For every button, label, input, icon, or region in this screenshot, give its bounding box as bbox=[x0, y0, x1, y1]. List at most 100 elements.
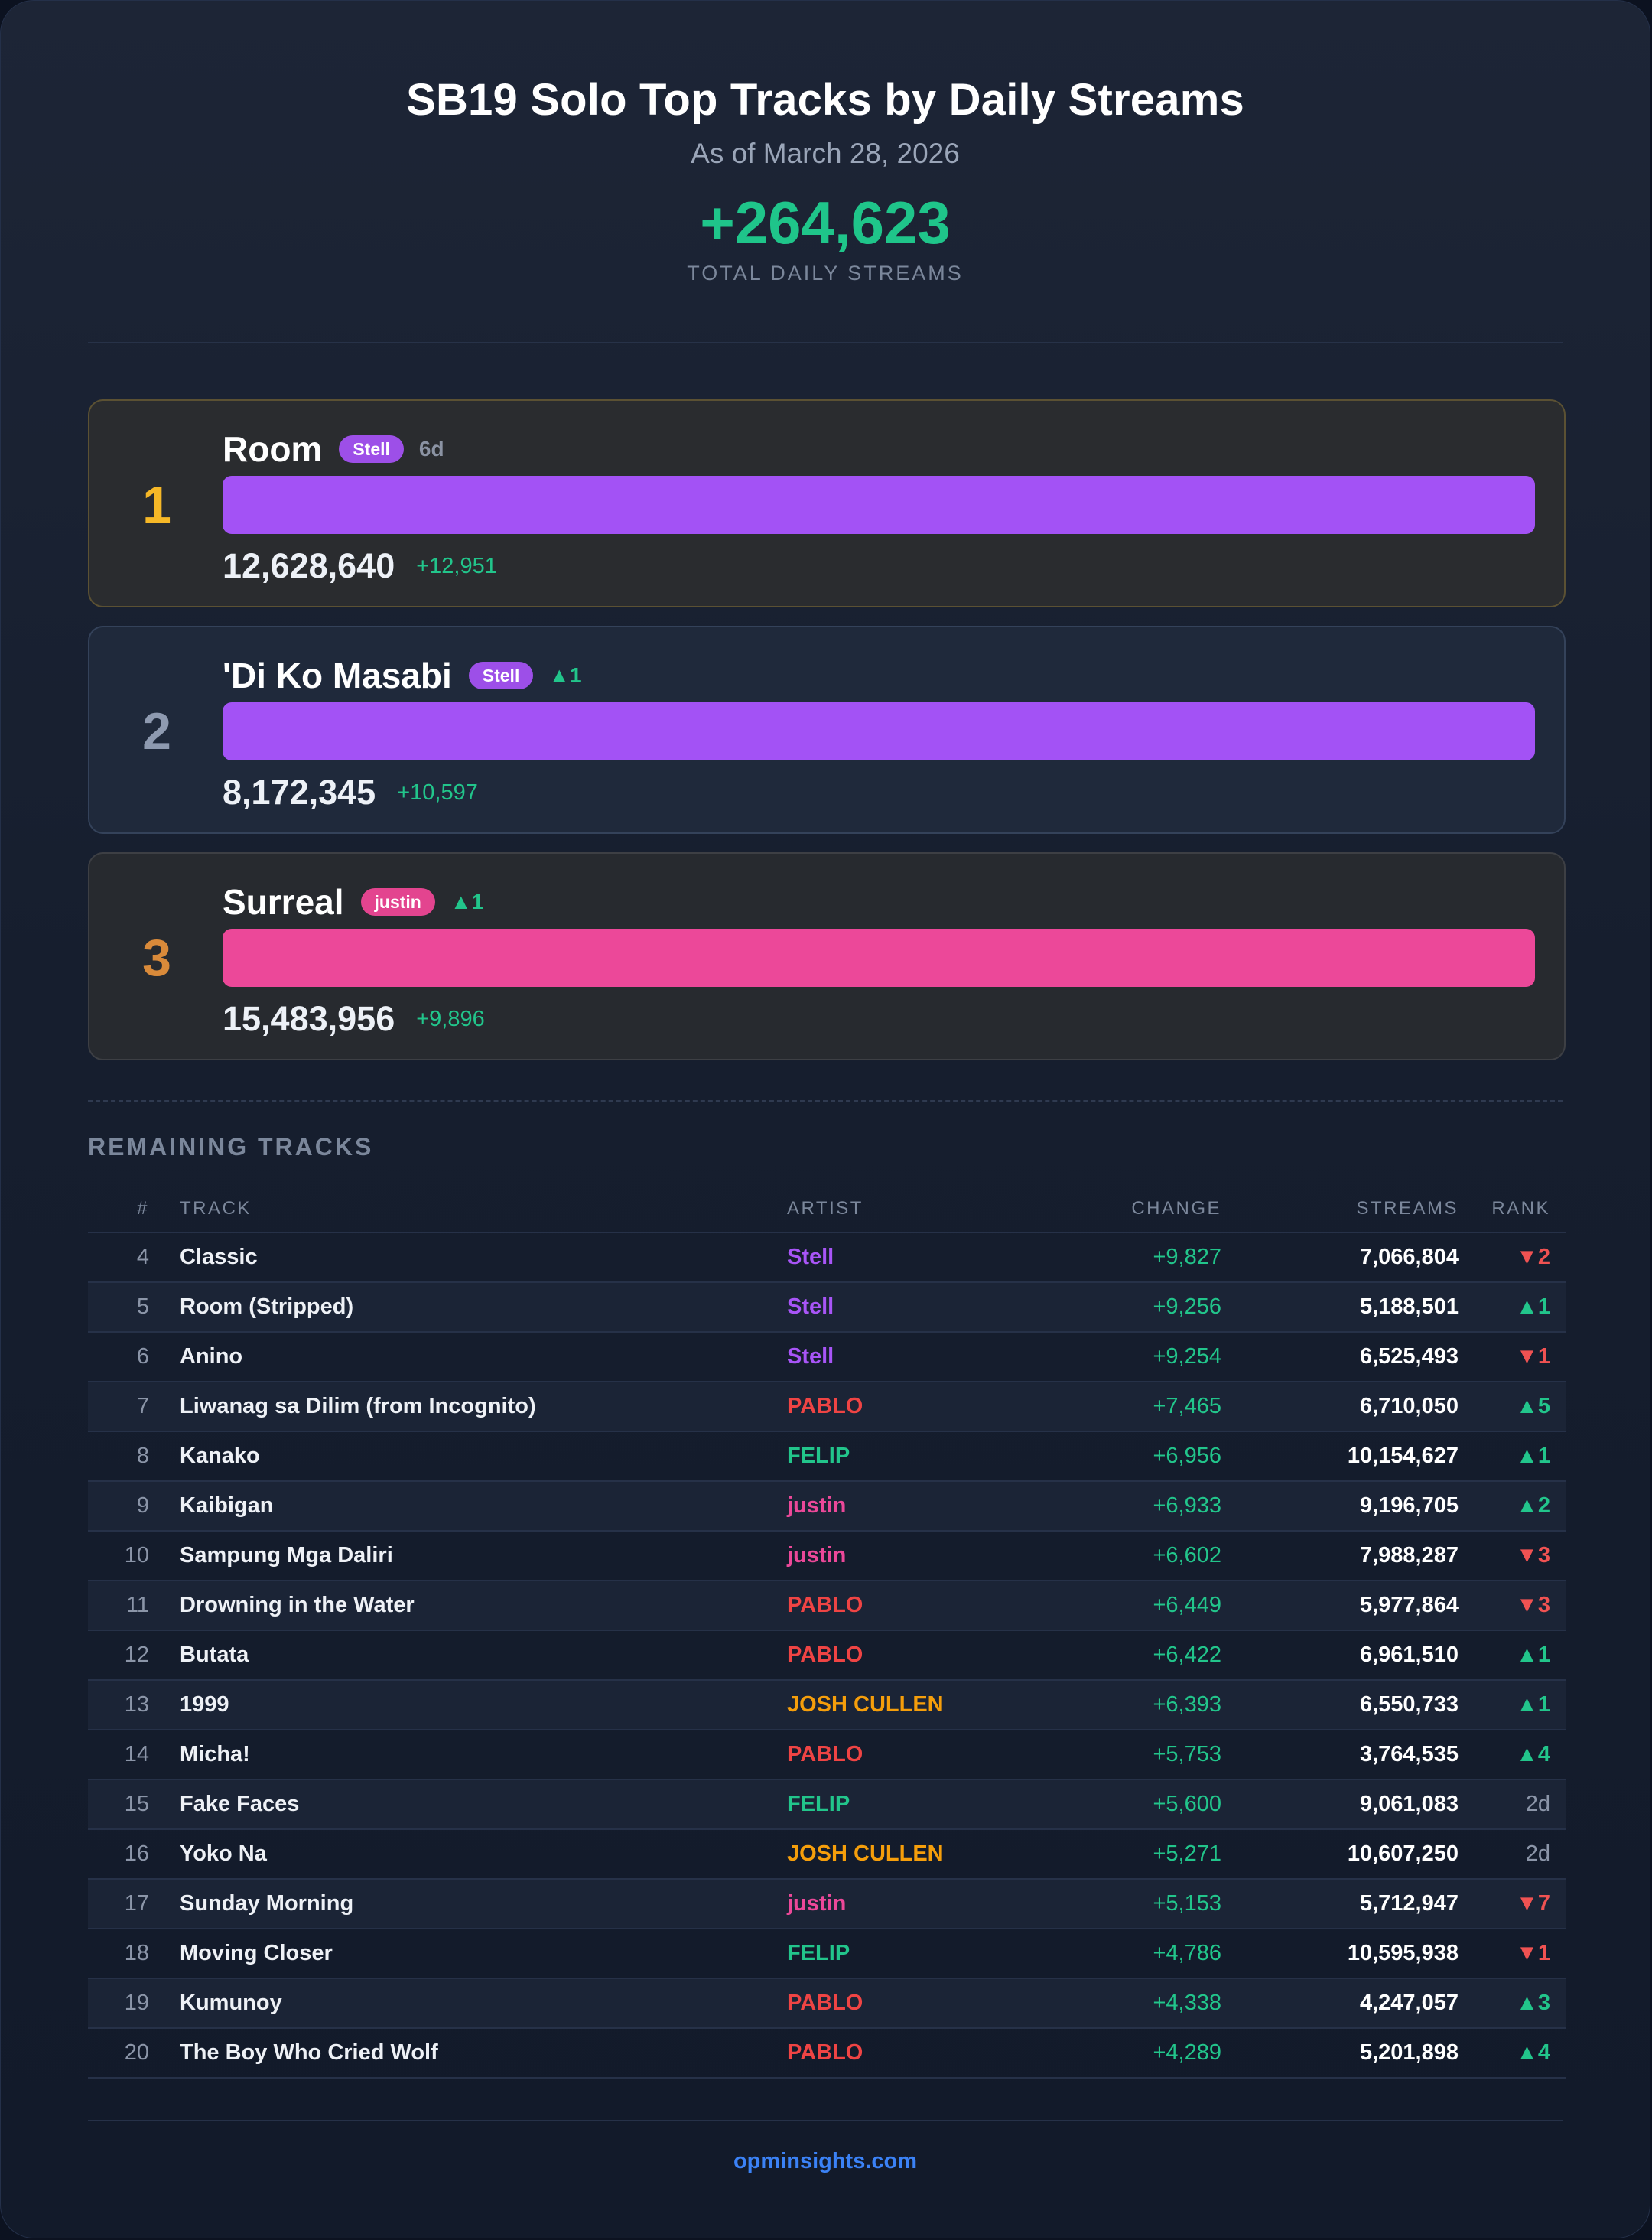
podium-streams: 12,628,640 bbox=[223, 546, 395, 585]
row-streams: 5,712,947 bbox=[1359, 1891, 1459, 1916]
footer-link[interactable]: opminsights.com bbox=[733, 2149, 918, 2173]
table-row: 13 1999 JOSH CULLEN +6,393 6,550,733 ▲1 bbox=[88, 1681, 1566, 1730]
page-title: SB19 Solo Top Tracks by Daily Streams bbox=[406, 75, 1244, 125]
row-streams: 7,988,287 bbox=[1359, 1543, 1459, 1568]
table-header: # TRACK ARTIST CHANGE STREAMS RANK bbox=[88, 1188, 1566, 1232]
row-streams: 6,550,733 bbox=[1359, 1692, 1459, 1717]
row-change: +6,449 bbox=[1153, 1593, 1221, 1617]
row-streams: 5,188,501 bbox=[1359, 1294, 1459, 1319]
row-rank-number: 19 bbox=[124, 1991, 149, 2015]
table-row: 15 Fake Faces FELIP +5,600 9,061,083 2d bbox=[88, 1780, 1566, 1830]
row-rank-number: 10 bbox=[124, 1543, 149, 1568]
table-row: 6 Anino Stell +9,254 6,525,493 ▼1 bbox=[88, 1333, 1566, 1382]
row-rank-movement: ▼2 bbox=[1516, 1245, 1550, 1269]
artist-badge: Stell bbox=[339, 435, 404, 463]
row-artist: justin bbox=[787, 1543, 847, 1568]
row-artist: Stell bbox=[787, 1245, 834, 1269]
row-change: +7,465 bbox=[1153, 1394, 1221, 1418]
header: SB19 Solo Top Tracks by Daily Streams As… bbox=[1, 74, 1650, 285]
row-rank-number: 11 bbox=[125, 1593, 149, 1617]
rank-note: 6d bbox=[418, 437, 444, 461]
row-rank-number: 5 bbox=[136, 1294, 149, 1319]
row-track-title: Anino bbox=[180, 1344, 243, 1369]
column-header-change: CHANGE bbox=[1131, 1198, 1221, 1219]
row-rank-number: 9 bbox=[136, 1493, 149, 1518]
column-header-track: TRACK bbox=[180, 1198, 252, 1219]
row-track-title: Kumunoy bbox=[180, 1991, 282, 2015]
row-streams: 6,961,510 bbox=[1359, 1643, 1459, 1667]
table-row: 10 Sampung Mga Daliri justin +6,602 7,988,28… bbox=[88, 1532, 1566, 1581]
row-change: +6,422 bbox=[1153, 1643, 1221, 1667]
row-track-title: 1999 bbox=[180, 1692, 229, 1717]
table-row: 14 Micha! PABLO +5,753 3,764,535 ▲4 bbox=[88, 1730, 1566, 1780]
row-artist: Stell bbox=[787, 1344, 834, 1369]
section-divider bbox=[88, 1100, 1563, 1102]
row-change: +5,753 bbox=[1153, 1742, 1221, 1766]
row-rank-movement: 2d bbox=[1525, 1841, 1550, 1866]
row-streams: 3,764,535 bbox=[1359, 1742, 1459, 1766]
row-streams: 6,710,050 bbox=[1359, 1394, 1459, 1418]
podium-track-title: Surreal bbox=[223, 882, 344, 922]
column-header-rank: RANK bbox=[1491, 1198, 1550, 1219]
row-streams: 5,201,898 bbox=[1359, 2040, 1459, 2065]
podium-streams: 8,172,345 bbox=[223, 773, 376, 812]
row-streams: 9,061,083 bbox=[1359, 1792, 1459, 1816]
row-track-title: Room (Stripped) bbox=[180, 1294, 354, 1319]
row-artist: justin bbox=[787, 1493, 847, 1518]
row-change: +9,827 bbox=[1153, 1245, 1221, 1269]
row-artist: PABLO bbox=[787, 1593, 863, 1617]
row-streams: 5,977,864 bbox=[1359, 1593, 1459, 1617]
row-artist: PABLO bbox=[787, 1742, 863, 1766]
row-rank-movement: ▼3 bbox=[1516, 1543, 1550, 1568]
row-track-title: Micha! bbox=[180, 1742, 250, 1766]
row-track-title: The Boy Who Cried Wolf bbox=[180, 2040, 438, 2065]
row-rank-number: 15 bbox=[124, 1792, 149, 1816]
header-divider bbox=[88, 342, 1563, 343]
row-track-title: Kanako bbox=[180, 1444, 260, 1468]
row-change: +6,602 bbox=[1153, 1543, 1221, 1568]
row-rank-number: 18 bbox=[124, 1941, 149, 1965]
row-rank-movement: ▼1 bbox=[1516, 1941, 1550, 1965]
row-artist: FELIP bbox=[787, 1941, 850, 1965]
table-row: 4 Classic Stell +9,827 7,066,804 ▼2 bbox=[88, 1233, 1566, 1283]
table-row: 20 The Boy Who Cried Wolf PABLO +4,289 5,201… bbox=[88, 2029, 1566, 2079]
table-row: 19 Kumunoy PABLO +4,338 4,247,057 ▲3 bbox=[88, 1979, 1566, 2029]
column-header-streams: STREAMS bbox=[1356, 1198, 1459, 1219]
row-artist: PABLO bbox=[787, 2040, 863, 2065]
row-rank-number: 12 bbox=[124, 1643, 149, 1667]
row-track-title: Sampung Mga Daliri bbox=[180, 1543, 393, 1568]
row-rank-number: 8 bbox=[136, 1444, 149, 1468]
podium-rank: 2 bbox=[142, 702, 171, 760]
row-rank-movement: ▲1 bbox=[1516, 1692, 1550, 1717]
row-rank-movement: 2d bbox=[1525, 1792, 1550, 1816]
row-change: +9,256 bbox=[1153, 1294, 1221, 1319]
podium-card-2: 2 'Di Ko Masabi Stell ▲1 8,172,345 +10,5… bbox=[88, 626, 1566, 834]
podium-change: +12,951 bbox=[416, 553, 497, 578]
row-change: +9,254 bbox=[1153, 1344, 1221, 1369]
row-streams: 10,595,938 bbox=[1347, 1941, 1459, 1965]
row-change: +5,600 bbox=[1153, 1792, 1221, 1816]
podium-change: +10,597 bbox=[397, 780, 478, 805]
row-rank-movement: ▲4 bbox=[1516, 1742, 1550, 1766]
row-rank-movement: ▲2 bbox=[1516, 1493, 1550, 1518]
row-change: +6,933 bbox=[1153, 1493, 1221, 1518]
tracks-table: 4 Classic Stell +9,827 7,066,804 ▼2 5 Room (Str… bbox=[88, 1232, 1566, 2079]
row-artist: PABLO bbox=[787, 1394, 863, 1418]
column-header-num: # bbox=[137, 1198, 149, 1219]
table-row: 17 Sunday Morning justin +5,153 5,712,947 ▼7 bbox=[88, 1880, 1566, 1929]
row-artist: justin bbox=[787, 1891, 847, 1916]
row-track-title: Liwanag sa Dilim (from Incognito) bbox=[180, 1394, 536, 1418]
podium-track-title: Room bbox=[223, 429, 323, 469]
row-rank-number: 6 bbox=[136, 1344, 149, 1369]
row-change: +4,338 bbox=[1153, 1991, 1221, 2015]
podium-bar bbox=[223, 476, 1535, 534]
podium-rank: 3 bbox=[142, 929, 171, 987]
podium-card-3: 3 Surreal justin ▲1 15,483,956 +9,896 bbox=[88, 852, 1566, 1060]
row-rank-movement: ▲1 bbox=[1516, 1643, 1550, 1667]
row-track-title: Moving Closer bbox=[180, 1941, 333, 1965]
row-rank-number: 17 bbox=[124, 1891, 149, 1916]
row-artist: PABLO bbox=[787, 1991, 863, 2015]
podium-streams: 15,483,956 bbox=[223, 999, 395, 1038]
row-streams: 4,247,057 bbox=[1359, 1991, 1459, 2015]
